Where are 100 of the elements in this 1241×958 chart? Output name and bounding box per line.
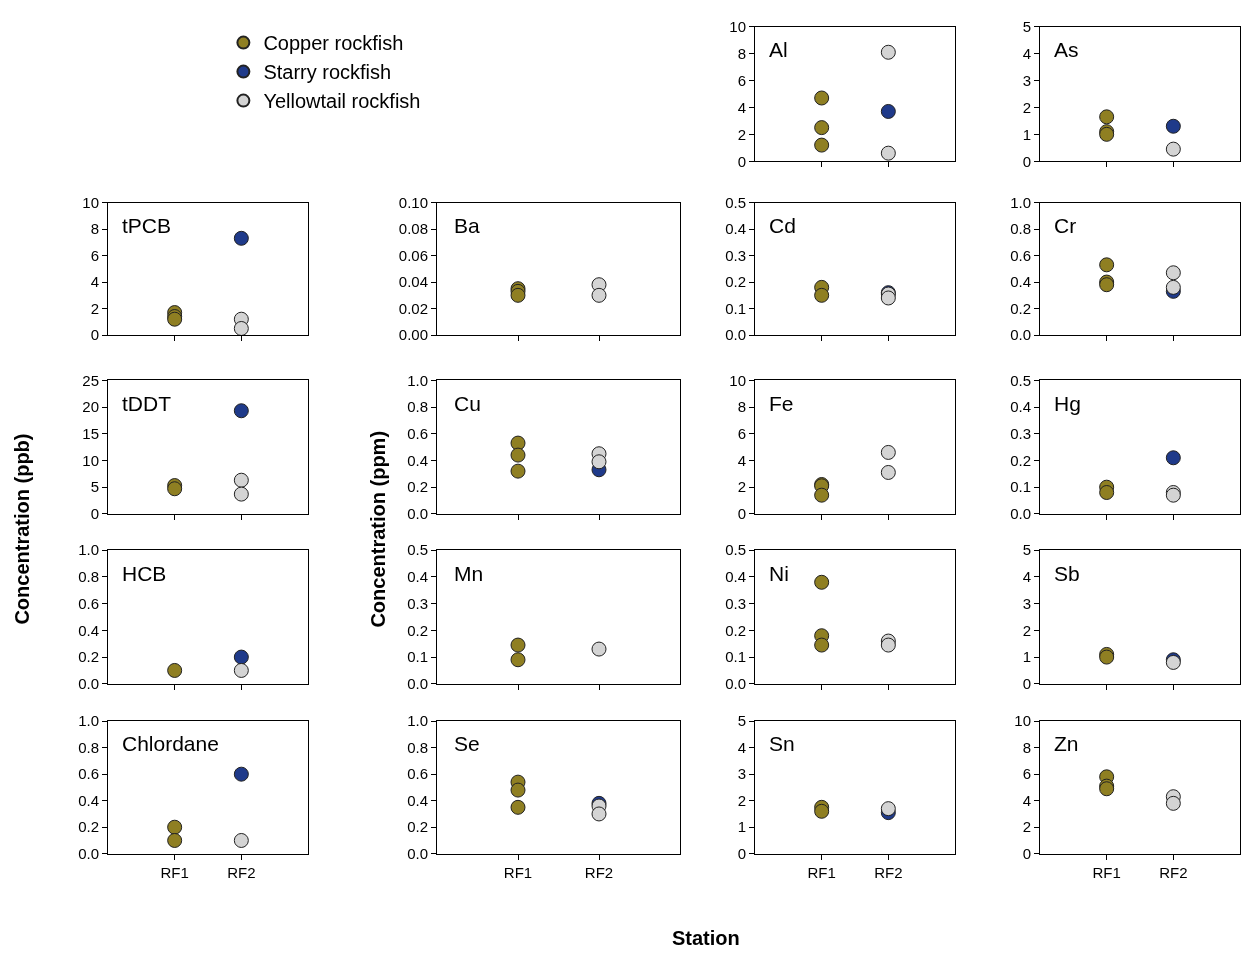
y-tick-label: 2: [1022, 818, 1031, 836]
y-tick-label: 15: [82, 424, 99, 442]
y-tick-label: 1.0: [1010, 193, 1031, 211]
y-tick-label: 0.2: [407, 621, 428, 639]
y-tick-label: 0.02: [398, 299, 428, 317]
y-tick-label: 0.0: [725, 675, 746, 693]
y-tick-label: 0.0: [407, 844, 428, 862]
y-tick-label: 10: [82, 451, 99, 469]
y-tick-label: 0.3: [725, 594, 746, 612]
x-tick-label: RF2: [584, 863, 614, 881]
y-tick-label: 5: [1022, 17, 1031, 35]
y-tick-label: 0.4: [407, 568, 428, 586]
x-tick-label: RF1: [1092, 863, 1121, 881]
y-tick-label: 0.2: [1010, 299, 1031, 317]
y-tick-label: 25: [82, 371, 99, 389]
text: Zn: [1054, 732, 1079, 755]
text: Fe: [769, 392, 794, 415]
text: Mn: [454, 562, 484, 585]
y-tick-label: 0.4: [1010, 273, 1031, 291]
y-tick-label: 4: [90, 273, 99, 291]
y-tick-label: 0.5: [407, 541, 428, 559]
y-tick-label: 2: [1022, 621, 1031, 639]
y-tick-label: 6: [90, 246, 99, 264]
x-axis-title: Station: [672, 927, 740, 949]
y-tick-label: 0.2: [78, 648, 99, 666]
y-tick-label: 0: [90, 505, 99, 523]
y-tick-label: 10: [82, 193, 99, 211]
y-tick-label: 0.3: [407, 594, 428, 612]
y-tick-label: 0.3: [1010, 424, 1031, 442]
y-tick-label: 0.8: [78, 568, 99, 586]
y-tick-label: 1.0: [78, 712, 99, 730]
y-tick-label: 0: [1022, 844, 1031, 862]
y-tick-label: 4: [1022, 568, 1031, 586]
y-tick-label: 8: [737, 398, 746, 416]
y-tick-label: 0: [737, 844, 746, 862]
y-tick-label: 2: [737, 125, 746, 143]
y-tick-label: 2: [1022, 98, 1031, 116]
y-tick-label: 10: [729, 17, 746, 35]
y-tick-label: 0.6: [1010, 246, 1031, 264]
y-tick-label: 1: [1022, 648, 1031, 666]
y-tick-label: 0.00: [398, 326, 428, 344]
y-tick-label: 8: [90, 220, 99, 238]
legend-label: Yellowtail rockfish: [263, 90, 421, 113]
y-tick-label: 1.0: [78, 541, 99, 559]
y-tick-label: 0.1: [725, 648, 746, 666]
y-tick-label: 0.4: [725, 220, 746, 238]
y-tick-label: 8: [1022, 738, 1031, 756]
y-tick-label: 0.2: [407, 818, 428, 836]
text: tDDT: [122, 392, 172, 415]
y-tick-label: 0.4: [725, 568, 746, 586]
y-tick-label: 0.2: [407, 478, 428, 496]
y-tick-label: 3: [737, 765, 746, 783]
y-tick-label: 0.3: [725, 246, 746, 264]
y-tick-label: 0.8: [407, 398, 428, 416]
y-tick-label: 0.6: [407, 765, 428, 783]
y-tick-label: 0.4: [407, 451, 428, 469]
x-tick-label: RF1: [160, 863, 189, 881]
y-tick-label: 0.0: [407, 505, 428, 523]
text: Cu: [454, 392, 481, 415]
y-tick-label: 0.5: [725, 193, 746, 211]
y-tick-label: 20: [82, 398, 99, 416]
x-tick-label: RF2: [227, 863, 256, 881]
y-tick-label: 1: [737, 818, 746, 836]
x-tick-label: RF2: [874, 863, 903, 881]
y-tick-label: 0.8: [407, 738, 428, 756]
y-tick-label: 0.6: [407, 424, 428, 442]
y-tick-label: 2: [737, 791, 746, 809]
y-tick-label: 0.0: [78, 844, 99, 862]
y-tick-label: 0.2: [78, 818, 99, 836]
text: tPCB: [122, 214, 172, 237]
y-tick-label: 6: [737, 424, 746, 442]
x-tick-label: RF1: [503, 863, 533, 881]
y-tick-label: 0.08: [398, 220, 428, 238]
y-tick-label: 0.8: [78, 738, 99, 756]
y-tick-label: 0.5: [1010, 371, 1031, 389]
y-tick-label: 4: [737, 738, 746, 756]
y-tick-label: 0.10: [398, 193, 428, 211]
y-tick-label: 5: [737, 712, 746, 730]
x-tick-label: RF1: [807, 863, 836, 881]
y-axis-title: Concentration (ppb): [11, 433, 34, 625]
y-tick-label: 10: [729, 371, 746, 389]
y-tick-label: 0.1: [1010, 478, 1031, 496]
text: Sn: [769, 732, 795, 755]
y-tick-label: 10: [1014, 712, 1031, 730]
y-axis-title: Concentration (ppm): [367, 430, 390, 628]
y-tick-label: 0.5: [725, 541, 746, 559]
y-tick-label: 5: [90, 478, 99, 496]
y-tick-label: 3: [1022, 71, 1031, 89]
text: Ni: [769, 562, 789, 585]
y-tick-label: 4: [737, 451, 746, 469]
y-tick-label: 0.4: [1010, 398, 1031, 416]
y-tick-label: 1: [1022, 125, 1031, 143]
y-tick-label: 0.0: [1010, 505, 1031, 523]
y-tick-label: 0.0: [725, 326, 746, 344]
y-tick-label: 0.6: [78, 765, 99, 783]
y-tick-label: 0.04: [398, 273, 428, 291]
y-tick-label: 0.8: [1010, 220, 1031, 238]
text: Chlordane: [122, 732, 219, 755]
y-tick-label: 0.1: [725, 299, 746, 317]
text: Sb: [1054, 562, 1080, 585]
